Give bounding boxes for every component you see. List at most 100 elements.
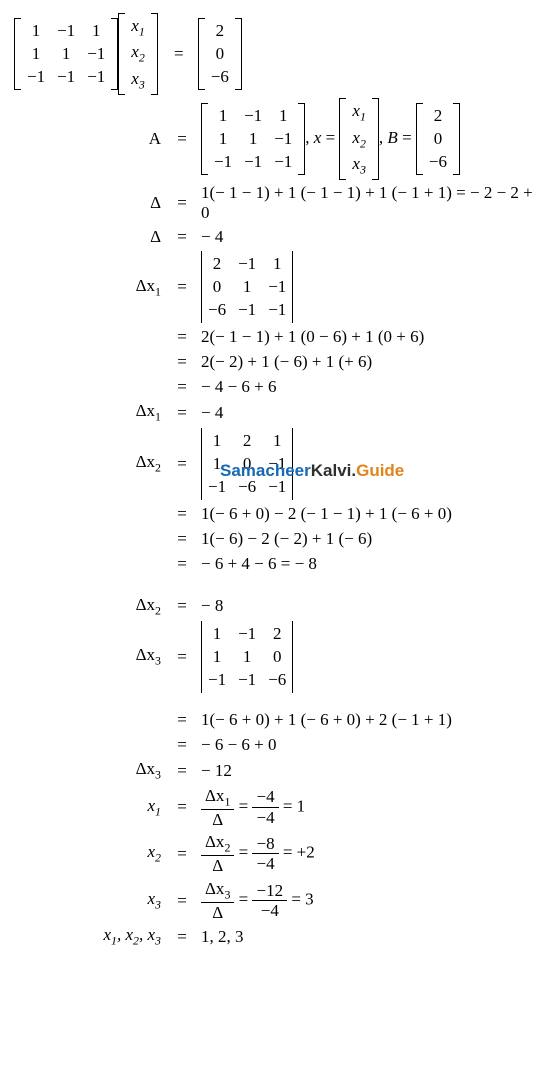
eq-Ax-B: 1−11 11−1 −1−1−1 x1 x2 x3 = 2 0 −6	[14, 13, 545, 95]
equals-sign: =	[169, 377, 195, 397]
equals-sign: =	[169, 927, 195, 947]
value: − 4	[195, 403, 545, 423]
label-x1: x1	[14, 796, 169, 819]
label-delta: Δ	[14, 227, 169, 247]
vector-x: x1 x2 x3	[118, 13, 158, 95]
cell: −1	[238, 254, 256, 274]
value: − 8	[195, 596, 545, 616]
cell: 2	[211, 21, 229, 41]
cell: 1	[238, 277, 256, 297]
equals-sign: =	[169, 403, 195, 423]
cell: x3	[131, 69, 145, 92]
cell: −6	[268, 670, 286, 690]
label-dx3: Δx3	[14, 759, 169, 782]
equals-sign: =	[169, 277, 195, 297]
x2-frac: Δx2Δ = −8−4 = +2	[195, 832, 545, 876]
x3-solution: x3 = Δx3Δ = −12−4 = 3	[14, 879, 545, 923]
equals-sign: =	[169, 454, 195, 474]
final-lhs: x1, x2, x3	[14, 925, 169, 948]
cell: −1	[87, 44, 105, 64]
label-x2: x2	[14, 842, 169, 865]
expr: 1(− 6) − 2 (− 2) + 1 (− 6)	[195, 529, 545, 549]
expr: 2(− 1 − 1) + 1 (0 − 6) + 1 (0 + 6)	[195, 327, 545, 347]
label-dx3: Δx3	[14, 645, 169, 668]
equals-sign: =	[169, 844, 195, 864]
equals-sign: =	[169, 227, 195, 247]
cell: 2	[429, 106, 447, 126]
dx2-l1: =1(− 6 + 0) − 2 (− 1 − 1) + 1 (− 6 + 0)	[14, 503, 545, 525]
cell: −1	[57, 21, 75, 41]
dx3-det: Δx3 = 1−12 110 −1−1−6	[14, 621, 545, 693]
label-x3: x3	[14, 889, 169, 912]
dx3-l2: =− 6 − 6 + 0	[14, 734, 545, 756]
dx1-value: Δx1 = − 4	[14, 401, 545, 424]
expr: − 6 − 6 + 0	[195, 735, 545, 755]
cell: −1	[268, 277, 286, 297]
dx2-l2: =1(− 6) − 2 (− 2) + 1 (− 6)	[14, 528, 545, 550]
label-A: A	[14, 129, 169, 149]
label-delta: Δ	[14, 193, 169, 213]
cell: −1	[268, 300, 286, 320]
cell: 1	[244, 129, 262, 149]
equals-sign: =	[169, 352, 195, 372]
watermark: SamacheerKalvi.Guide	[220, 461, 404, 481]
dx1-l3: =− 4 − 6 + 6	[14, 376, 545, 398]
cell: −1	[27, 67, 45, 87]
equals-sign: =	[169, 504, 195, 524]
equals-sign: =	[169, 529, 195, 549]
cell: −1	[274, 129, 292, 149]
label-dx2: Δx2	[14, 452, 169, 475]
vector-B-def: 2 0 −6	[416, 103, 460, 175]
cell: 0	[268, 647, 286, 667]
cell: 1	[268, 254, 286, 274]
expr: 2(− 2) + 1 (− 6) + 1 (+ 6)	[195, 352, 545, 372]
dx1-l2: =2(− 2) + 1 (− 6) + 1 (+ 6)	[14, 351, 545, 373]
matrix-A-def: 1−11 11−1 −1−1−1	[201, 103, 305, 175]
delta-value: Δ = − 4	[14, 226, 545, 248]
expr: 1(− 6 + 0) + 1 (− 6 + 0) + 2 (− 1 + 1)	[195, 710, 545, 730]
cell: −1	[208, 670, 226, 690]
equals-sign: =	[169, 735, 195, 755]
cell: 1	[208, 647, 226, 667]
cell: 1	[87, 21, 105, 41]
x2-solution: x2 = Δx2Δ = −8−4 = +2	[14, 832, 545, 876]
cell: −1	[238, 300, 256, 320]
dx3-value: Δx3 = − 12	[14, 759, 545, 782]
cell: x3	[352, 154, 366, 177]
equals-sign: =	[169, 647, 195, 667]
cell: 1	[27, 21, 45, 41]
equals-sign: =	[169, 193, 195, 213]
cell: 1	[268, 431, 286, 451]
label-dx2: Δx2	[14, 595, 169, 618]
cell: −1	[238, 624, 256, 644]
equals-sign: =	[169, 891, 195, 911]
label-dx1: Δx1	[14, 276, 169, 299]
cell: 2	[268, 624, 286, 644]
cell: −1	[87, 67, 105, 87]
expr: 1(− 6 + 0) − 2 (− 1 − 1) + 1 (− 6 + 0)	[195, 504, 545, 524]
label-dx1: Δx1	[14, 401, 169, 424]
cell: 1	[238, 647, 256, 667]
final-answer: x1, x2, x3 = 1, 2, 3	[14, 925, 545, 948]
x1-solution: x1 = Δx1Δ = −4−4 = 1	[14, 786, 545, 830]
vector-B: 2 0 −6	[198, 18, 242, 90]
cell: 2	[238, 431, 256, 451]
dx2-l3: =− 6 + 4 − 6 = − 8	[14, 553, 545, 575]
wm-guide: Guide	[356, 461, 404, 480]
label-x: x	[314, 128, 322, 147]
cell: x1	[352, 101, 366, 124]
cell: −6	[208, 300, 226, 320]
equals-sign: =	[169, 761, 195, 781]
definitions-rhs: 1−11 11−1 −1−1−1 , x = x1 x2 x3 , B = 2 …	[195, 98, 545, 180]
cell: 1	[27, 44, 45, 64]
cell: −1	[244, 106, 262, 126]
cell: −6	[211, 67, 229, 87]
dx1-l1: =2(− 1 − 1) + 1 (0 − 6) + 1 (0 + 6)	[14, 326, 545, 348]
cell: x1	[131, 16, 145, 39]
cell: 1	[214, 129, 232, 149]
cell: −6	[429, 152, 447, 172]
definitions-row: A = 1−11 11−1 −1−1−1 , x = x1 x2 x3 , B …	[14, 98, 545, 180]
dx3-l1: =1(− 6 + 0) + 1 (− 6 + 0) + 2 (− 1 + 1)	[14, 709, 545, 731]
cell: −1	[274, 152, 292, 172]
equals-sign: =	[169, 797, 195, 817]
